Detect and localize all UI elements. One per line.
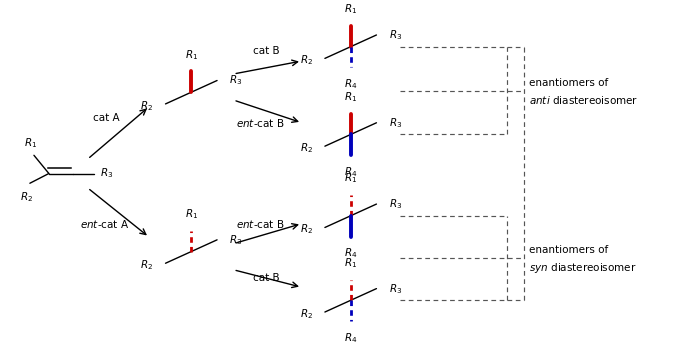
Text: $\it{ent}$-cat B: $\it{ent}$-cat B [236,218,285,230]
Text: $R_1$: $R_1$ [344,256,358,270]
Text: $R_1$: $R_1$ [344,2,358,16]
Text: cat B: cat B [253,46,279,56]
Text: enantiomers of: enantiomers of [529,78,608,88]
Text: enantiomers of: enantiomers of [529,245,608,255]
Text: $R_1$: $R_1$ [185,207,198,221]
Text: $R_3$: $R_3$ [389,197,402,211]
Text: $R_2$: $R_2$ [140,99,153,113]
Text: $R_2$: $R_2$ [300,141,313,155]
Text: $R_1$: $R_1$ [24,136,37,150]
Text: $R_1$: $R_1$ [185,48,198,62]
Text: $R_3$: $R_3$ [389,116,402,130]
Text: $R_3$: $R_3$ [229,74,242,87]
Text: $\it{ent}$-cat A: $\it{ent}$-cat A [80,218,129,230]
Text: $R_4$: $R_4$ [344,246,358,260]
Text: $R_2$: $R_2$ [20,190,33,204]
Text: $R_1$: $R_1$ [344,171,358,185]
Text: $\it{ent}$-cat B: $\it{ent}$-cat B [236,117,285,129]
Text: cat A: cat A [93,113,120,123]
Text: $R_1$: $R_1$ [344,90,358,104]
Text: $R_2$: $R_2$ [300,53,313,67]
Text: $R_2$: $R_2$ [300,222,313,236]
Text: $R_4$: $R_4$ [344,331,358,345]
Text: $R_4$: $R_4$ [344,165,358,179]
Text: cat B: cat B [253,272,279,282]
Text: $R_3$: $R_3$ [99,167,113,180]
Text: $R_4$: $R_4$ [344,77,358,91]
Text: $R_3$: $R_3$ [229,233,242,247]
Text: $\it{anti}$ diastereoisomer: $\it{anti}$ diastereoisomer [529,94,638,106]
Text: $R_3$: $R_3$ [389,282,402,296]
Text: $R_2$: $R_2$ [140,258,153,272]
Text: $R_3$: $R_3$ [389,28,402,42]
Text: $R_2$: $R_2$ [300,307,313,321]
Text: $\it{syn}$ diastereoisomer: $\it{syn}$ diastereoisomer [529,261,637,275]
